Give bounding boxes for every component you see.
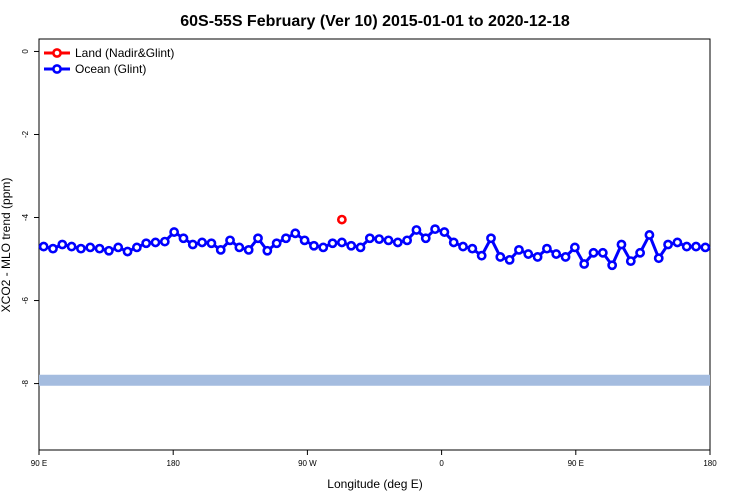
data-point [579,259,590,269]
data-point [607,260,618,271]
data-point [299,235,310,246]
data-point [504,254,515,265]
x-tick-label: 0 [439,459,444,468]
data-point [532,252,543,262]
legend-entry-label: Land (Nadir&Glint) [75,46,174,60]
x-tick-label: 90 W [298,459,317,468]
data-point [644,230,655,240]
data-point [551,249,562,259]
x-tick-label: 180 [167,459,181,468]
data-point [420,233,431,244]
data-point [392,237,403,248]
data-point [486,233,496,244]
data-point [439,227,450,237]
data-point [402,235,413,246]
x-tick-label: 180 [703,459,717,468]
data-point [327,238,338,249]
y-tick-label: -6 [21,296,30,304]
data-point [542,243,552,254]
chart-title: 60S-55S February (Ver 10) 2015-01-01 to … [180,13,570,30]
data-point [225,235,235,246]
data-point [57,239,68,250]
data-point [113,242,124,253]
data-point [355,242,366,253]
data-point [616,239,627,250]
data-point [523,249,534,259]
data-point [150,237,161,248]
data-point [243,244,254,255]
data-point [681,241,692,252]
x-tick-label: 90 E [31,459,47,468]
legend-marker [52,64,62,74]
series-layer [38,214,711,271]
data-point [635,247,646,258]
legend: Land (Nadir&Glint) Ocean (Glint) [44,46,174,76]
y-axis-label: XCO2 - MLO trend (ppm) [0,178,13,313]
data-point [197,237,207,248]
data-point [495,252,506,262]
x-tick-label: 90 E [568,459,584,468]
data-point [206,238,217,249]
data-point [187,239,198,250]
y-tick-label: -2 [21,130,30,138]
legend-marker [52,48,62,58]
data-point [131,242,142,253]
data-point [560,252,571,262]
y-tick-label: 0 [21,49,30,54]
data-point [122,246,133,257]
data-point [290,228,301,239]
data-point [467,243,478,254]
data-point [271,238,282,249]
data-point [309,240,319,251]
x-axis-label: Longitude (deg E) [327,477,422,491]
data-point [38,241,49,252]
data-point [94,243,105,254]
data-point [588,247,599,258]
data-point [383,235,394,246]
data-point [234,242,245,253]
data-point [66,241,77,252]
data-point [178,233,189,244]
data-point [48,243,58,254]
data-point [569,242,580,253]
x-axis: 90 E 180 90 W 0 90 E 180 [31,450,717,468]
data-point [336,237,347,248]
data-point [476,250,487,261]
data-point [364,233,375,244]
data-point [169,227,180,237]
series-0 [336,214,347,225]
data-point [514,244,524,255]
data-point [215,244,226,255]
data-point [374,234,385,245]
data-point [85,242,96,253]
series-1 [38,224,711,271]
legend-entry-label: Ocean (Glint) [75,62,146,76]
y-axis: 0 -2 -4 -6 -8 [21,49,39,387]
data-point [141,238,152,249]
data-point [336,214,347,225]
data-point [430,224,440,235]
data-point [318,242,329,253]
data-point [700,242,711,253]
data-point [663,239,673,250]
data-point [691,241,701,252]
data-point [262,245,273,256]
data-point [411,225,422,235]
data-point [253,233,263,244]
y-tick-label: -4 [21,213,30,221]
data-point [597,247,608,258]
plot-frame [38,38,711,451]
data-point [76,243,86,254]
data-point [159,236,170,247]
data-point [448,237,459,248]
data-point [281,233,291,244]
data-point [672,237,683,248]
y-tick-label: -8 [21,379,30,387]
data-point [653,253,664,264]
data-point [625,256,636,267]
data-point [103,245,114,256]
data-point [458,241,468,252]
data-point [346,240,357,251]
